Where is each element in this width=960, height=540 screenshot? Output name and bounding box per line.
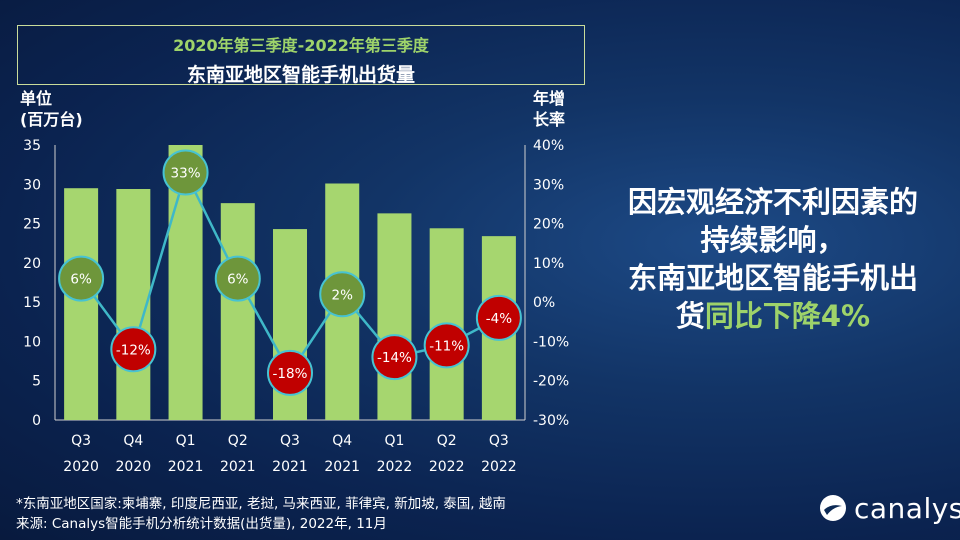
category-quarter-label: Q2 — [228, 433, 248, 449]
category-year-label: 2021 — [220, 459, 256, 475]
category-year-label: 2022 — [481, 459, 517, 475]
left-axis-unit-line1: 单位 — [20, 89, 53, 108]
right-tick-label: 30% — [533, 177, 564, 193]
brand-logo: canalys — [818, 490, 960, 526]
category-year-label: 2021 — [324, 459, 360, 475]
right-axis-unit: 年增 长率 — [533, 88, 565, 130]
callout-highlight: 同比下降4% — [704, 299, 871, 333]
growth-label: 6% — [70, 272, 92, 288]
growth-marker — [58, 255, 105, 302]
growth-label: 33% — [171, 166, 201, 182]
category-quarter-label: Q3 — [280, 433, 300, 449]
category-quarter-label: Q2 — [437, 433, 457, 449]
left-axis-unit: 单位 (百万台) — [20, 88, 83, 130]
growth-label: -18% — [273, 366, 308, 382]
left-tick-label: 0 — [32, 413, 41, 429]
callout-line4: 货同比下降4% — [598, 297, 948, 335]
growth-marker — [371, 334, 418, 381]
growth-label: -11% — [429, 338, 464, 354]
chart-title-period: 2020年第三季度-2022年第三季度 — [173, 36, 429, 55]
growth-marker — [110, 326, 157, 373]
footnote-countries: *东南亚地区国家:柬埔寨, 印度尼西亚, 老挝, 马来西亚, 菲律宾, 新加坡,… — [16, 496, 506, 512]
left-tick-label: 20 — [23, 256, 41, 272]
left-tick-label: 30 — [23, 177, 41, 193]
growth-label: -12% — [116, 342, 151, 358]
growth-marker — [475, 294, 522, 341]
growth-label: 6% — [227, 272, 249, 288]
right-tick-label: 0% — [533, 295, 555, 311]
category-quarter-label: Q1 — [176, 433, 196, 449]
growth-label: 2% — [332, 287, 354, 303]
callout-line2: 持续影响， — [700, 223, 846, 257]
right-tick-label: 40% — [533, 138, 564, 154]
left-tick-label: 25 — [23, 217, 41, 233]
right-axis-unit-line1: 年增 — [533, 89, 566, 108]
growth-label: -14% — [377, 350, 412, 366]
callout-line4-prefix: 货 — [675, 299, 705, 333]
callout-line1: 因宏观经济不利因素的 — [627, 185, 918, 219]
canalys-logo-icon — [820, 495, 846, 521]
category-year-label: 2021 — [168, 459, 204, 475]
growth-marker — [319, 271, 366, 318]
growth-marker — [214, 255, 261, 302]
growth-marker — [423, 322, 470, 369]
left-tick-label: 10 — [23, 334, 41, 350]
chart-title-box: 2020年第三季度-2022年第三季度 东南亚地区智能手机出货量 — [17, 25, 585, 86]
left-tick-label: 5 — [32, 374, 41, 390]
category-quarter-label: Q3 — [489, 433, 509, 449]
right-tick-label: 20% — [533, 217, 564, 233]
category-quarter-label: Q1 — [384, 433, 404, 449]
right-tick-label: -30% — [533, 413, 569, 429]
growth-marker — [162, 149, 209, 196]
callout-text: 因宏观经济不利因素的 持续影响， 东南亚地区智能手机出 货同比下降4% — [598, 183, 948, 335]
callout-line3: 东南亚地区智能手机出 — [627, 261, 918, 295]
category-year-label: 2020 — [63, 459, 99, 475]
growth-marker — [267, 349, 313, 396]
right-tick-label: 10% — [533, 256, 564, 272]
right-tick-label: -20% — [533, 374, 569, 390]
category-quarter-label: Q4 — [123, 433, 143, 449]
footnote-source: 来源: Canalys智能手机分析统计数据(出货量), 2022年, 11月 — [16, 516, 387, 532]
brand-name: canalys — [854, 491, 960, 525]
growth-label: -4% — [486, 311, 512, 327]
category-year-label: 2022 — [429, 459, 465, 475]
category-year-label: 2022 — [377, 459, 413, 475]
right-axis-unit-line2: 长率 — [533, 110, 566, 129]
category-quarter-label: Q3 — [71, 433, 91, 449]
category-year-label: 2020 — [116, 459, 152, 475]
left-tick-label: 15 — [23, 295, 41, 311]
shipment-bar — [116, 189, 151, 420]
left-tick-label: 35 — [23, 138, 41, 154]
chart-title: 东南亚地区智能手机出货量 — [186, 64, 415, 86]
left-axis-unit-line2: (百万台) — [20, 110, 83, 129]
shipment-bar — [220, 203, 255, 420]
shipment-chart: 0 5 10 15 20 25 30 35 -30% -20% -10% 0% 10% 20% 30% 40%… — [23, 138, 569, 475]
category-quarter-label: Q4 — [332, 433, 352, 449]
shipment-bar — [64, 188, 99, 420]
shipment-bar — [377, 213, 412, 420]
right-tick-label: -10% — [533, 334, 569, 350]
category-year-label: 2021 — [272, 459, 308, 475]
